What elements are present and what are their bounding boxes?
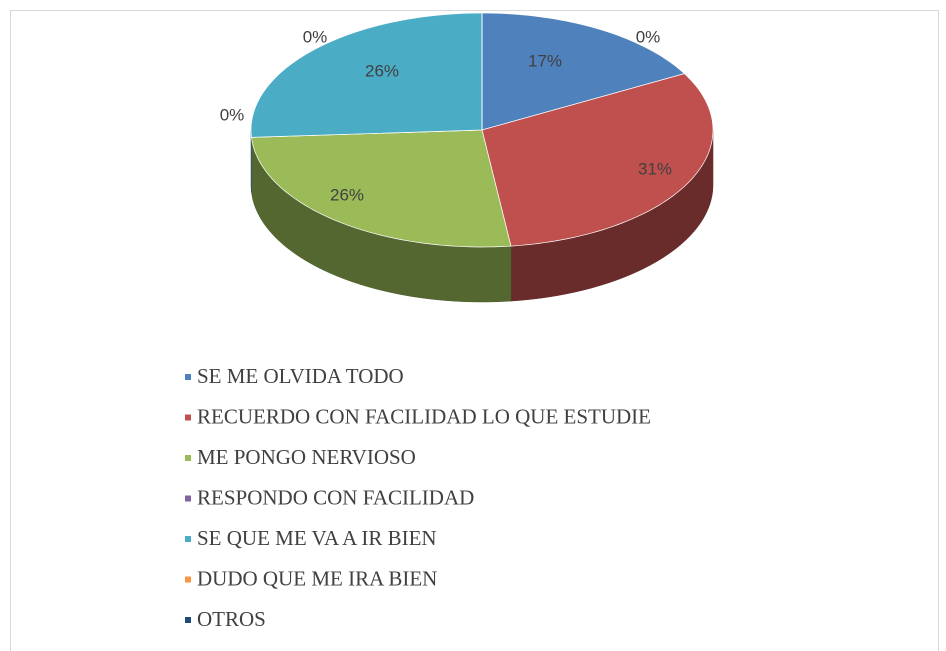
slice	[250, 12, 483, 138]
legend-swatch	[185, 617, 191, 623]
legend-swatch	[185, 536, 191, 542]
data-label: 0%	[220, 105, 245, 124]
legend-swatch	[185, 495, 191, 502]
legend-label: SE ME OLVIDA TODO	[197, 364, 404, 388]
data-label: 26%	[365, 61, 399, 80]
data-label: 26%	[330, 185, 364, 204]
data-label: 31%	[638, 159, 672, 178]
legend-swatch	[185, 374, 191, 380]
legend-swatch	[185, 455, 191, 461]
legend-swatch	[185, 414, 191, 421]
slice	[481, 73, 714, 247]
legend-label: DUDO QUE ME IRA BIEN	[197, 566, 437, 590]
data-label: 0%	[303, 27, 328, 46]
legend-label: RESPONDO CON FACILIDAD	[197, 485, 474, 509]
data-label: 17%	[528, 51, 562, 70]
legend-label: OTROS	[197, 607, 266, 631]
legend-label: SE QUE ME VA A IR BIEN	[197, 526, 437, 550]
data-label: 0%	[636, 27, 661, 46]
legend-label: ME PONGO NERVIOSO	[197, 445, 416, 469]
slice	[251, 129, 512, 248]
legend-label: RECUERDO CON FACILIDAD LO QUE ESTUDIE	[197, 404, 651, 428]
legend-swatch	[185, 576, 191, 583]
slice	[481, 12, 686, 131]
